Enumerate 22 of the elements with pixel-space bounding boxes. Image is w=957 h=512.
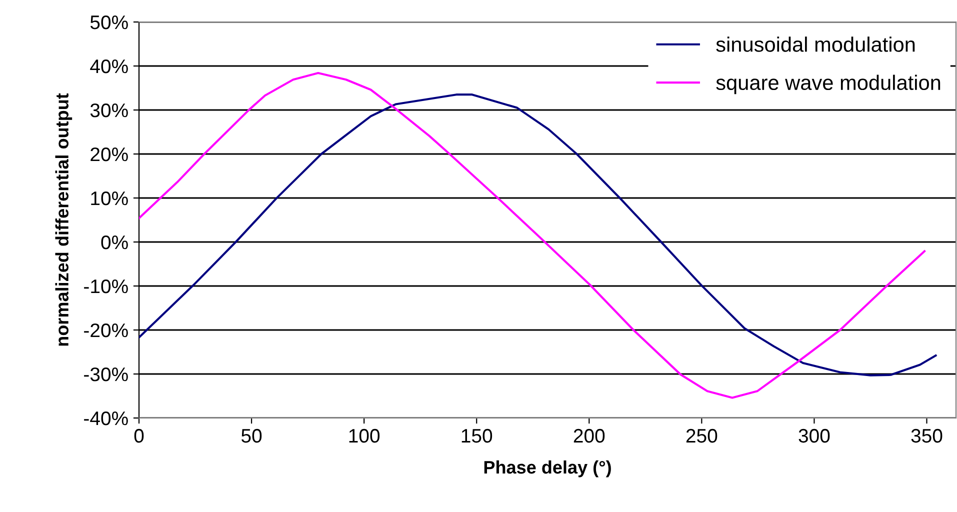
x-tick-label: 300: [798, 428, 830, 443]
y-tick-label: 30%: [90, 103, 128, 118]
y-tick-label: 20%: [90, 147, 128, 162]
x-tick-label: 250: [686, 428, 718, 443]
legend-label: sinusoidal modulation: [716, 36, 915, 52]
y-tick-label: -10%: [84, 279, 128, 294]
x-axis-title: Phase delay (°): [484, 460, 611, 478]
y-tick-label: 50%: [90, 15, 128, 30]
x-tick-label: 200: [574, 428, 605, 443]
legend-label: square wave modulation: [716, 74, 940, 94]
x-tick-label: 150: [462, 428, 492, 443]
y-tick-label: 10%: [91, 191, 128, 206]
y-tick-label: 40%: [90, 59, 128, 74]
x-tick-label: 350: [911, 428, 942, 443]
y-tick-label: -40%: [84, 411, 128, 426]
y-tick-label: -30%: [84, 367, 128, 382]
y-tick-label: 0%: [101, 235, 128, 250]
y-tick-label: -20%: [84, 323, 128, 338]
x-tick-label: 100: [349, 428, 380, 443]
x-tick-label: 50: [242, 428, 262, 443]
y-axis-title: normalized differential output: [55, 93, 72, 346]
x-tick-label: 0: [134, 428, 144, 443]
